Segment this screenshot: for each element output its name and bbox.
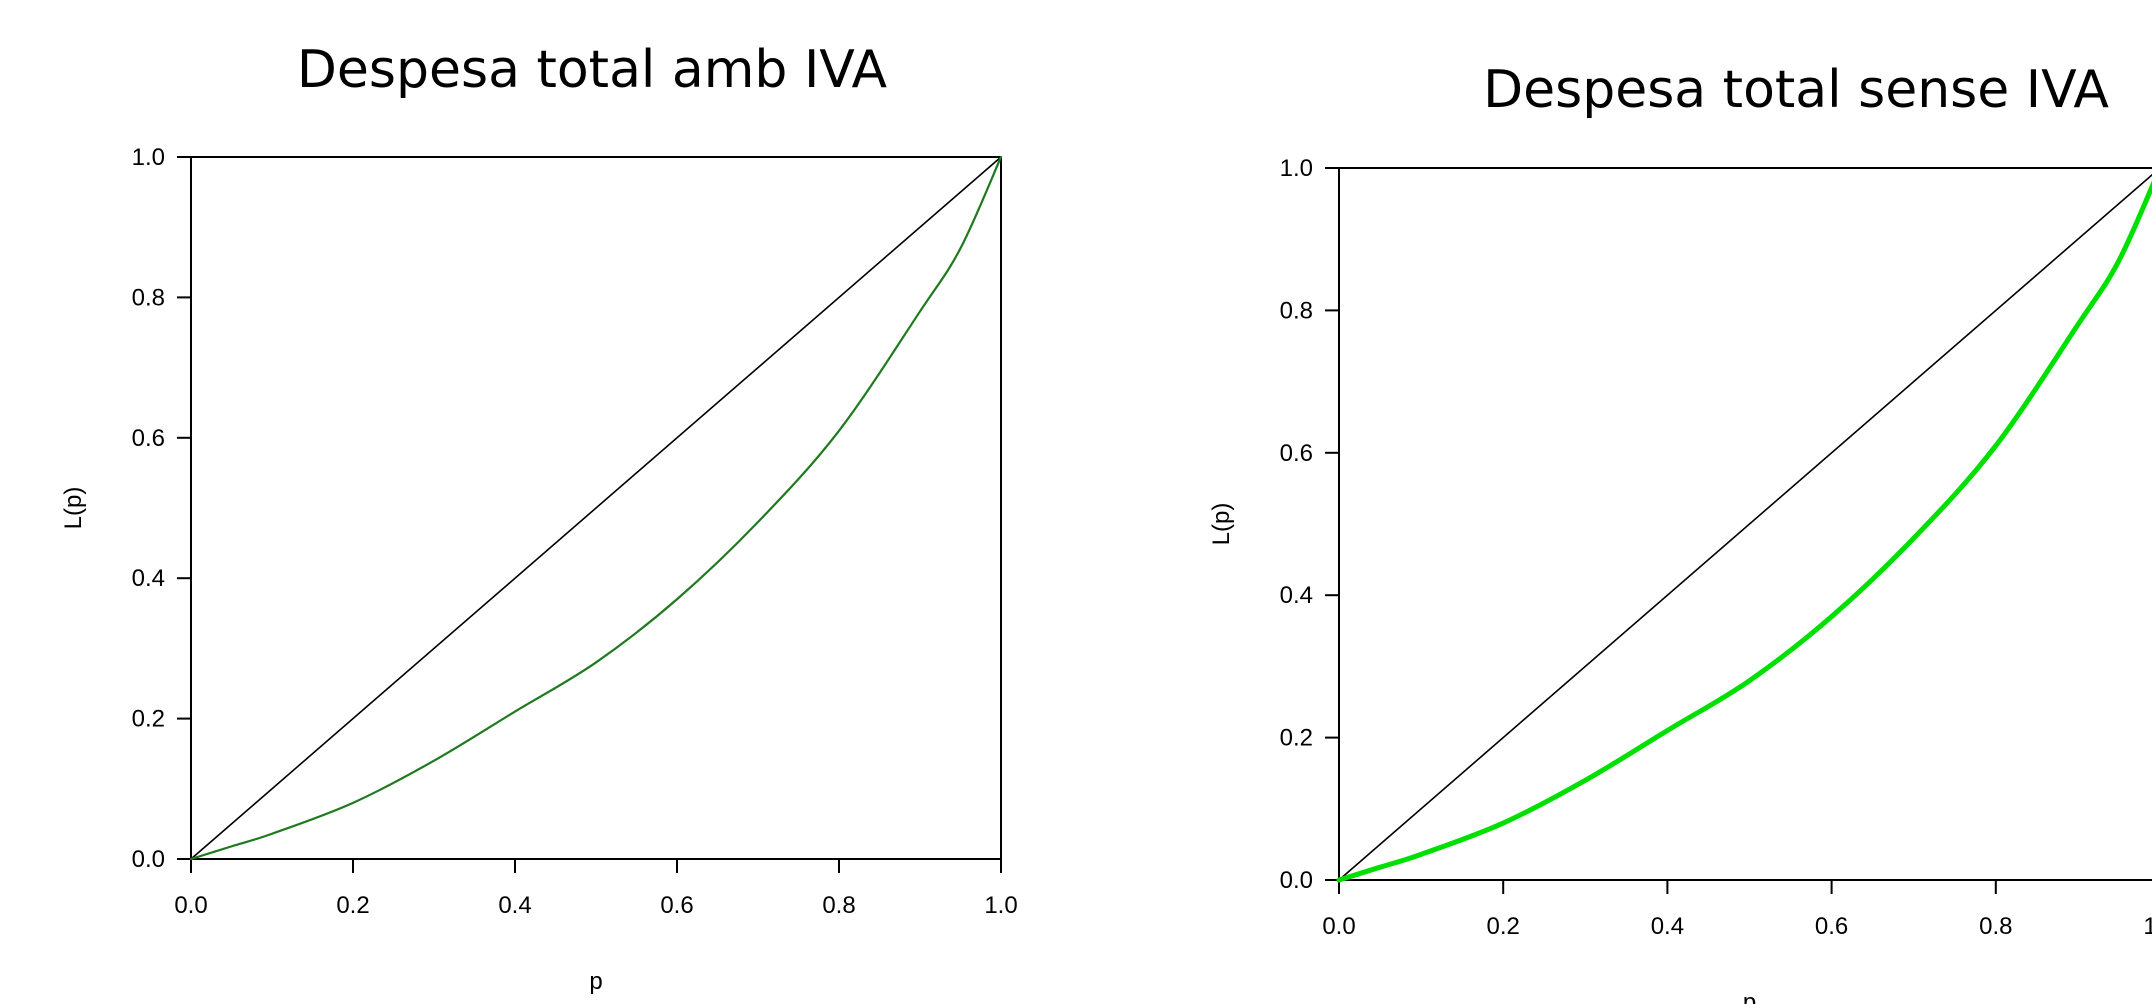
x-axis-title-2: p <box>1743 989 1756 1004</box>
x-tick-label-2-0.0: 0.0 <box>1322 913 1355 940</box>
y-tick-label-2-0.8: 0.8 <box>1280 297 1313 324</box>
x-tick-label-2-0.8: 0.8 <box>1979 913 2012 940</box>
y-tick-label-2-0.4: 0.4 <box>1280 582 1313 609</box>
equality-line-1 <box>190 156 1002 860</box>
lorenz-curve-1 <box>189 155 1003 861</box>
y-tick-label-1-0.0: 0.0 <box>132 846 165 873</box>
chart-title-2: Despesa total sense IVA <box>1483 60 2109 120</box>
x-tick-label-1-0.6: 0.6 <box>660 892 693 919</box>
y-tick-label-2-0.2: 0.2 <box>1280 725 1313 752</box>
y-tick-label-1-0.2: 0.2 <box>132 706 165 733</box>
y-tick-label-2-1.0: 1.0 <box>1280 155 1313 182</box>
x-axis-title-1: p <box>589 968 602 995</box>
y-axis-title-2: L(p) <box>1208 503 1235 546</box>
y-tick-label-1-0.8: 0.8 <box>132 284 165 311</box>
plot-frame-2 <box>1338 167 2152 881</box>
plot-frame-1 <box>190 156 1002 860</box>
x-tick-label-1-0.8: 0.8 <box>822 892 855 919</box>
equality-line-2 <box>1338 173 2152 881</box>
y-tick-label-2-0.0: 0.0 <box>1280 867 1313 894</box>
x-tick-label-2-0.6: 0.6 <box>1815 913 1848 940</box>
x-tick-label-2-0.2: 0.2 <box>1487 913 1520 940</box>
y-tick-label-2-0.6: 0.6 <box>1280 440 1313 467</box>
x-tick-label-1-1.0: 1.0 <box>984 892 1017 919</box>
x-tick-label-2-1.0: 1.0 <box>2143 913 2152 940</box>
x-tick-label-1-0.4: 0.4 <box>498 892 531 919</box>
x-tick-label-1-0.0: 0.0 <box>174 892 207 919</box>
x-tick-label-2-0.4: 0.4 <box>1651 913 1684 940</box>
chart-title-1: Despesa total amb IVA <box>296 40 888 100</box>
y-tick-label-1-0.4: 0.4 <box>132 565 165 592</box>
lorenz-curve-2 <box>1336 180 2152 883</box>
y-tick-label-1-0.6: 0.6 <box>132 425 165 452</box>
x-tick-label-1-0.2: 0.2 <box>336 892 369 919</box>
y-axis-title-1: L(p) <box>60 487 87 530</box>
y-tick-label-1-1.0: 1.0 <box>132 144 165 171</box>
